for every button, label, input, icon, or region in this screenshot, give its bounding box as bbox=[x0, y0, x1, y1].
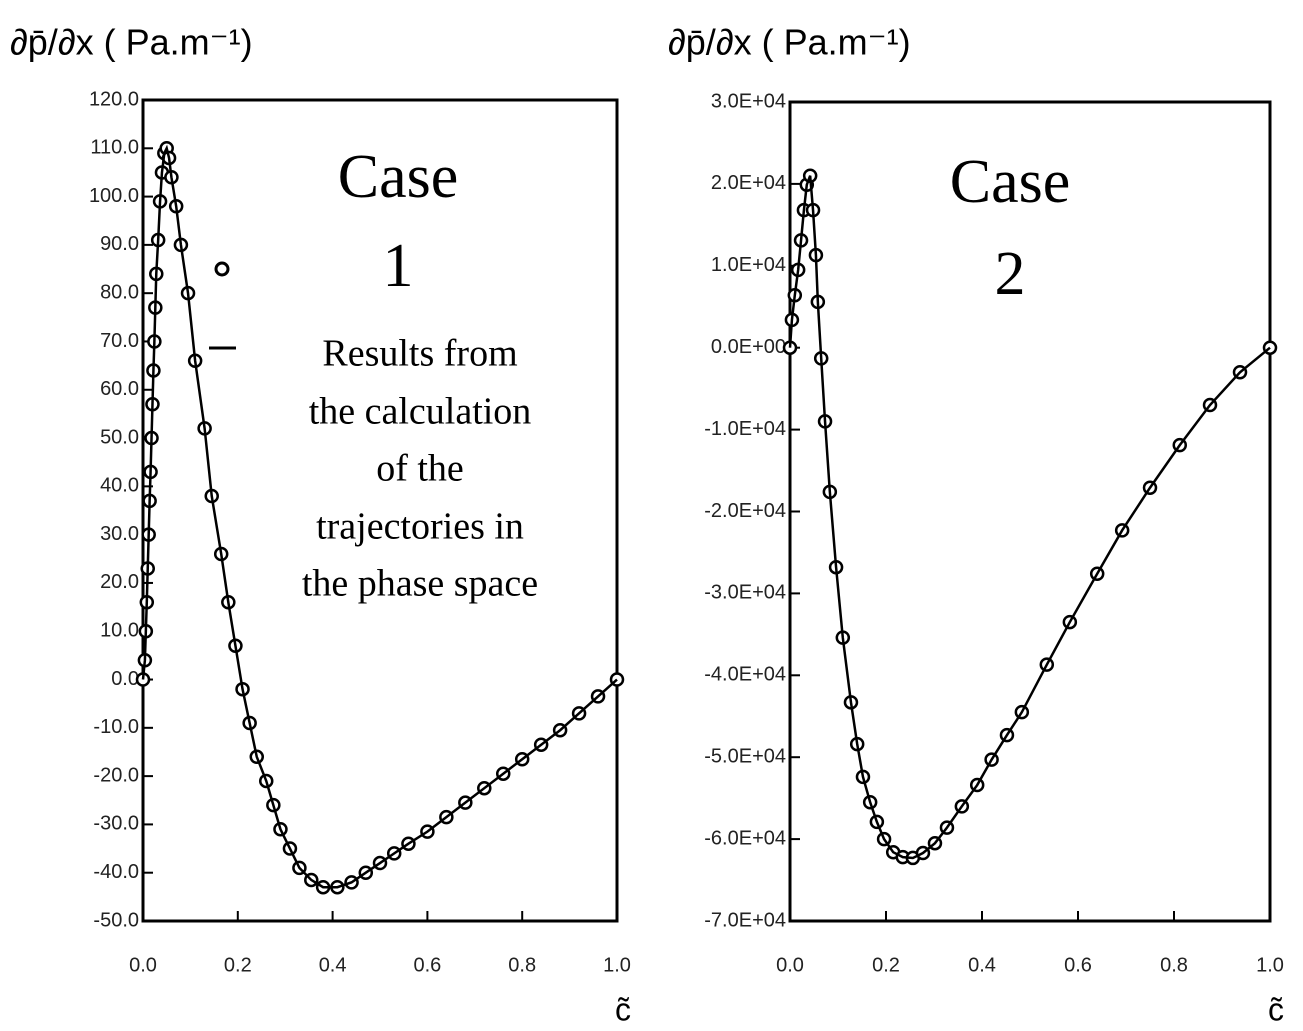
y-tick-label: 30.0 bbox=[100, 523, 139, 545]
x-tick-label: 1.0 bbox=[603, 954, 631, 976]
y-tick-label: -50.0 bbox=[93, 909, 139, 931]
y-tick-label: -30.0 bbox=[93, 813, 139, 835]
y-tick-label: -1.0E+04 bbox=[704, 418, 786, 440]
legend-text: Results from bbox=[322, 333, 517, 375]
legend-text: the calculation bbox=[309, 391, 532, 433]
y-axis-title: ∂p̄/∂x ( Pa.m⁻¹) bbox=[668, 22, 911, 63]
legend-circle-symbol bbox=[214, 261, 230, 277]
y-tick-label: 2.0E+04 bbox=[711, 172, 786, 194]
x-tick-label: 0.0 bbox=[129, 954, 157, 976]
y-tick-label: -7.0E+04 bbox=[704, 909, 786, 931]
legend-text: of the bbox=[376, 448, 464, 490]
y-tick-label: 0.0 bbox=[111, 668, 139, 690]
y-tick-label: 10.0 bbox=[100, 620, 139, 642]
x-tick-label: 0.2 bbox=[224, 954, 252, 976]
y-tick-label: 90.0 bbox=[100, 233, 139, 255]
legend-text: trajectories in bbox=[316, 506, 524, 548]
x-axis-title: c̃ bbox=[1268, 991, 1284, 1027]
y-tick-label: 3.0E+04 bbox=[711, 90, 786, 112]
y-tick-label: 50.0 bbox=[100, 426, 139, 448]
y-tick-label: 80.0 bbox=[100, 281, 139, 303]
y-axis-title: ∂p̄/∂x ( Pa.m⁻¹) bbox=[10, 22, 253, 63]
x-axis-title: c̃ bbox=[615, 991, 631, 1027]
y-tick-label: 60.0 bbox=[100, 378, 139, 400]
x-tick-label: 0.4 bbox=[968, 954, 996, 976]
y-tick-label: 1.0E+04 bbox=[711, 254, 786, 276]
y-tick-label: 70.0 bbox=[100, 330, 139, 352]
x-tick-label: 0.8 bbox=[508, 954, 536, 976]
case-label: Case bbox=[338, 143, 459, 211]
x-tick-label: 0.6 bbox=[413, 954, 441, 976]
case-label: Case bbox=[950, 148, 1071, 216]
data-line bbox=[141, 144, 618, 889]
x-tick-label: 0.8 bbox=[1160, 954, 1188, 976]
data-line bbox=[788, 175, 1271, 860]
y-tick-label: -6.0E+04 bbox=[704, 827, 786, 849]
y-tick-label: -10.0 bbox=[93, 716, 139, 738]
y-tick-label: 110.0 bbox=[90, 137, 139, 159]
x-tick-label: 0.0 bbox=[776, 954, 804, 976]
plot-frame bbox=[788, 100, 1272, 923]
y-tick-label: 20.0 bbox=[100, 571, 139, 593]
y-tick-label: -5.0E+04 bbox=[704, 745, 786, 767]
y-tick-label: 100.0 bbox=[89, 185, 139, 207]
y-tick-label: -20.0 bbox=[93, 764, 139, 786]
y-tick-label: -4.0E+04 bbox=[704, 664, 786, 686]
y-tick-label: 0.0E+00 bbox=[711, 336, 786, 358]
x-tick-label: 0.2 bbox=[872, 954, 900, 976]
x-tick-label: 1.0 bbox=[1256, 954, 1284, 976]
x-tick-label: 0.4 bbox=[319, 954, 347, 976]
y-tick-label: -2.0E+04 bbox=[704, 500, 786, 522]
y-tick-label: -40.0 bbox=[93, 861, 139, 883]
plot-frame bbox=[141, 98, 619, 923]
y-tick-label: -3.0E+04 bbox=[704, 582, 786, 604]
x-tick-label: 0.6 bbox=[1064, 954, 1092, 976]
case-label: 2 bbox=[995, 240, 1026, 308]
case-label: 1 bbox=[383, 232, 414, 300]
legend-text: the phase space bbox=[302, 563, 538, 605]
y-tick-label: 120.0 bbox=[89, 88, 139, 110]
y-tick-label: 40.0 bbox=[100, 475, 139, 497]
